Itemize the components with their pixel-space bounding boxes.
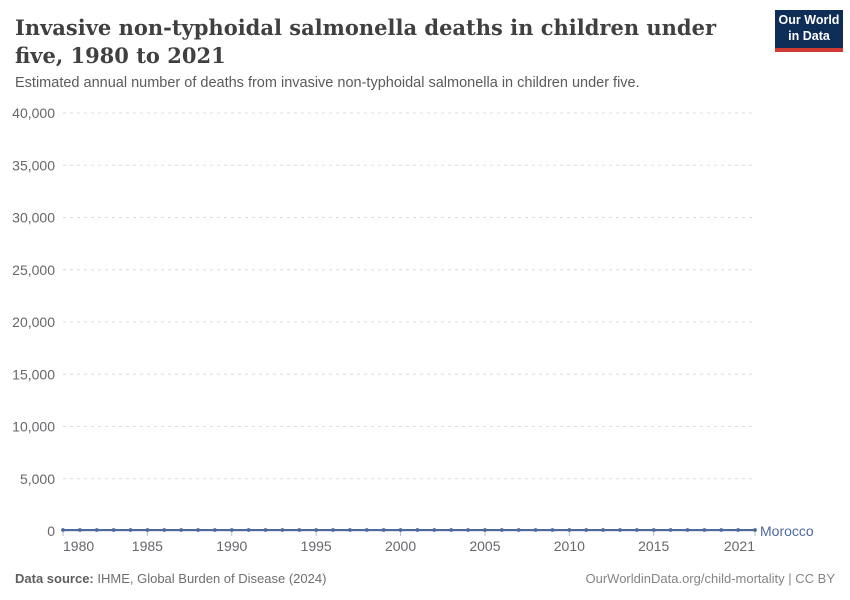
y-tick-label: 15,000 [12, 366, 55, 382]
series-point [719, 528, 724, 532]
series-point [415, 528, 420, 532]
series-label-morocco[interactable]: Morocco [760, 523, 814, 539]
x-tick-label: 1980 [63, 538, 94, 554]
series-point [314, 528, 319, 532]
series-point [533, 528, 538, 532]
y-tick-label: 20,000 [12, 314, 55, 330]
data-source-label: Data source: [15, 571, 94, 586]
series-point [567, 528, 572, 532]
series-point [685, 528, 690, 532]
x-tick-label: 2015 [638, 538, 669, 554]
series-point [381, 528, 386, 532]
x-tick-label: 2010 [554, 538, 585, 554]
x-tick-label: 1990 [216, 538, 247, 554]
series-point [229, 528, 234, 532]
x-tick-label: 2021 [724, 538, 755, 554]
series-point [398, 528, 403, 532]
series-point [263, 528, 268, 532]
series-point [94, 528, 99, 532]
y-tick-label: 0 [47, 523, 55, 539]
owid-logo-line1: Our World [778, 13, 840, 28]
series-point [516, 528, 521, 532]
series-point [449, 528, 454, 532]
series-point [702, 528, 707, 532]
series-point [499, 528, 504, 532]
series-point [331, 528, 335, 532]
series-point [736, 528, 741, 532]
owid-logo-line2: in Data [788, 29, 830, 43]
series-point [61, 528, 65, 532]
series-point [601, 528, 605, 532]
chart-footer: Data source: IHME, Global Burden of Dise… [0, 571, 850, 586]
series-point [145, 528, 150, 532]
series-point [213, 528, 217, 532]
series-point [280, 528, 285, 532]
series-point [432, 528, 437, 532]
series-point [634, 528, 639, 532]
series-point [483, 528, 487, 532]
y-tick-label: 10,000 [12, 419, 55, 435]
series-point [196, 528, 200, 532]
series-point [128, 528, 133, 532]
series-point [364, 528, 369, 532]
series-point [584, 528, 589, 532]
y-tick-label: 35,000 [12, 157, 55, 173]
series-point [77, 528, 82, 532]
x-tick-label: 1995 [301, 538, 332, 554]
x-tick-label: 2000 [385, 538, 416, 554]
series-point [668, 528, 673, 532]
owid-logo[interactable]: Our World in Data [775, 10, 843, 52]
chart-title: Invasive non-typhoidal salmonella deaths… [15, 15, 717, 68]
y-tick-label: 5,000 [20, 471, 55, 487]
x-tick-label: 2005 [469, 538, 500, 554]
y-tick-label: 25,000 [12, 262, 55, 278]
series-point [550, 528, 555, 532]
chart-subtitle: Estimated annual number of deaths from i… [15, 75, 640, 91]
x-tick-label: 1985 [132, 538, 163, 554]
series-point [753, 528, 757, 532]
series-point [618, 528, 622, 532]
series-point [111, 528, 116, 532]
series-point [297, 528, 302, 532]
series-point [651, 528, 656, 532]
data-source-text: IHME, Global Burden of Disease (2024) [93, 571, 327, 586]
data-source-note: Data source: IHME, Global Burden of Dise… [15, 571, 326, 586]
license-link[interactable]: OurWorldinData.org/child-mortality | CC … [585, 571, 836, 586]
series-point [466, 528, 470, 532]
series-point [246, 528, 251, 532]
y-tick-label: 40,000 [12, 105, 55, 121]
y-tick-label: 30,000 [12, 210, 55, 226]
series-point [162, 528, 167, 532]
series-point [179, 528, 184, 532]
series-point [348, 528, 352, 532]
